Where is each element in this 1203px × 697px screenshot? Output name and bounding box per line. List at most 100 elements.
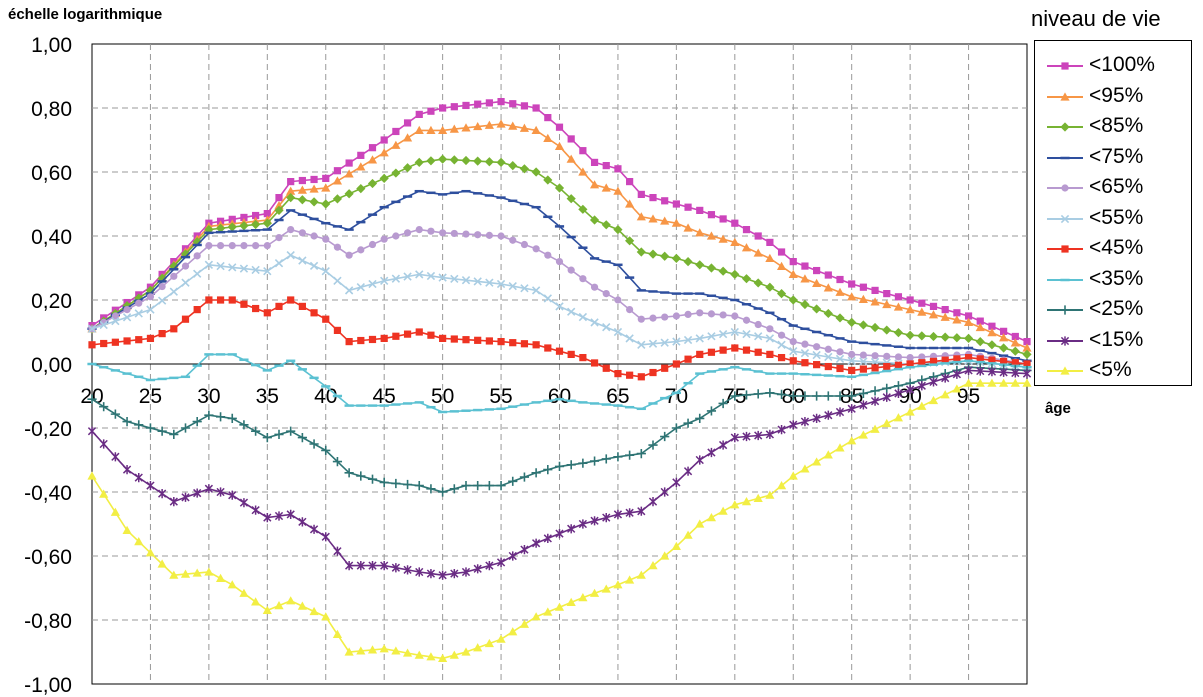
data-point <box>263 309 271 317</box>
data-point <box>812 350 821 360</box>
data-point <box>847 292 857 301</box>
data-point <box>344 647 354 656</box>
data-point <box>531 538 541 548</box>
data-point <box>847 356 856 365</box>
data-point <box>380 136 388 144</box>
data-point <box>613 225 623 235</box>
data-point <box>859 365 867 373</box>
data-point <box>894 353 903 361</box>
data-point <box>987 378 997 387</box>
data-point <box>567 266 575 274</box>
data-point <box>649 314 657 322</box>
data-point <box>485 561 494 571</box>
data-point <box>286 509 295 519</box>
data-point <box>589 215 600 225</box>
data-point <box>286 251 295 260</box>
data-point <box>870 297 880 306</box>
data-point <box>193 488 202 498</box>
data-point <box>566 154 576 163</box>
data-point <box>929 357 938 366</box>
data-point <box>275 302 283 310</box>
data-point <box>380 235 388 243</box>
data-point <box>963 317 974 326</box>
data-point <box>391 140 401 149</box>
data-point <box>812 413 821 423</box>
data-point <box>905 330 915 340</box>
data-point <box>205 296 213 304</box>
data-point <box>321 445 331 455</box>
data-point <box>402 648 413 657</box>
data-point <box>322 315 330 323</box>
data-point <box>988 356 996 364</box>
data-point <box>157 296 167 305</box>
data-point <box>122 525 132 534</box>
data-point <box>671 541 681 550</box>
data-point <box>135 299 143 307</box>
data-point <box>625 199 635 208</box>
data-point <box>450 335 458 343</box>
data-point <box>987 367 997 377</box>
data-point <box>485 278 494 287</box>
data-point <box>554 461 565 471</box>
data-point <box>368 240 377 249</box>
data-point <box>263 210 271 218</box>
data-point <box>766 350 774 358</box>
data-point <box>567 350 575 358</box>
data-point <box>427 331 435 339</box>
data-point <box>566 194 576 204</box>
data-point <box>426 484 436 494</box>
data-point <box>765 490 775 499</box>
data-point <box>426 156 436 166</box>
data-point <box>216 242 225 250</box>
data-point <box>204 260 214 269</box>
data-point <box>403 330 412 338</box>
data-point <box>613 580 623 589</box>
data-point <box>601 584 611 593</box>
data-point <box>812 391 822 401</box>
series-7 <box>88 296 1031 381</box>
data-point <box>719 346 727 354</box>
data-point <box>157 559 167 568</box>
data-point <box>99 439 108 449</box>
legend-item: <75% <box>1035 143 1191 173</box>
data-point <box>555 302 564 311</box>
data-point <box>450 229 458 238</box>
x-tick-label: 65 <box>606 385 629 408</box>
data-point <box>578 312 588 322</box>
data-point <box>216 487 225 497</box>
data-point <box>847 436 857 445</box>
data-point <box>287 178 295 186</box>
data-point <box>286 193 296 203</box>
data-point <box>672 200 680 208</box>
legend-label: <100% <box>1089 53 1155 76</box>
y-axis-title: échelle logarithmique <box>8 6 163 23</box>
data-point <box>848 350 856 358</box>
data-point <box>157 273 167 283</box>
data-point <box>555 258 564 266</box>
data-point <box>602 290 610 298</box>
data-point <box>193 252 201 260</box>
y-tick-label: -1,00 <box>24 674 72 697</box>
data-point <box>309 606 319 616</box>
data-point <box>648 339 658 348</box>
data-point <box>519 164 530 174</box>
data-point <box>835 391 845 401</box>
data-point <box>893 381 904 391</box>
data-point <box>367 155 378 164</box>
data-point <box>251 505 260 515</box>
data-point <box>310 232 318 240</box>
legend-item: <95% <box>1035 82 1191 112</box>
data-point <box>975 322 985 332</box>
data-point <box>520 545 529 555</box>
data-point <box>554 602 565 611</box>
data-point <box>298 256 307 265</box>
data-point <box>823 391 833 401</box>
data-point <box>415 270 424 279</box>
data-point <box>788 269 798 278</box>
data-point <box>100 339 108 348</box>
data-point <box>497 98 505 106</box>
data-point <box>321 199 331 209</box>
data-point <box>800 391 810 401</box>
data-point <box>1022 369 1032 379</box>
data-point <box>1022 343 1032 352</box>
